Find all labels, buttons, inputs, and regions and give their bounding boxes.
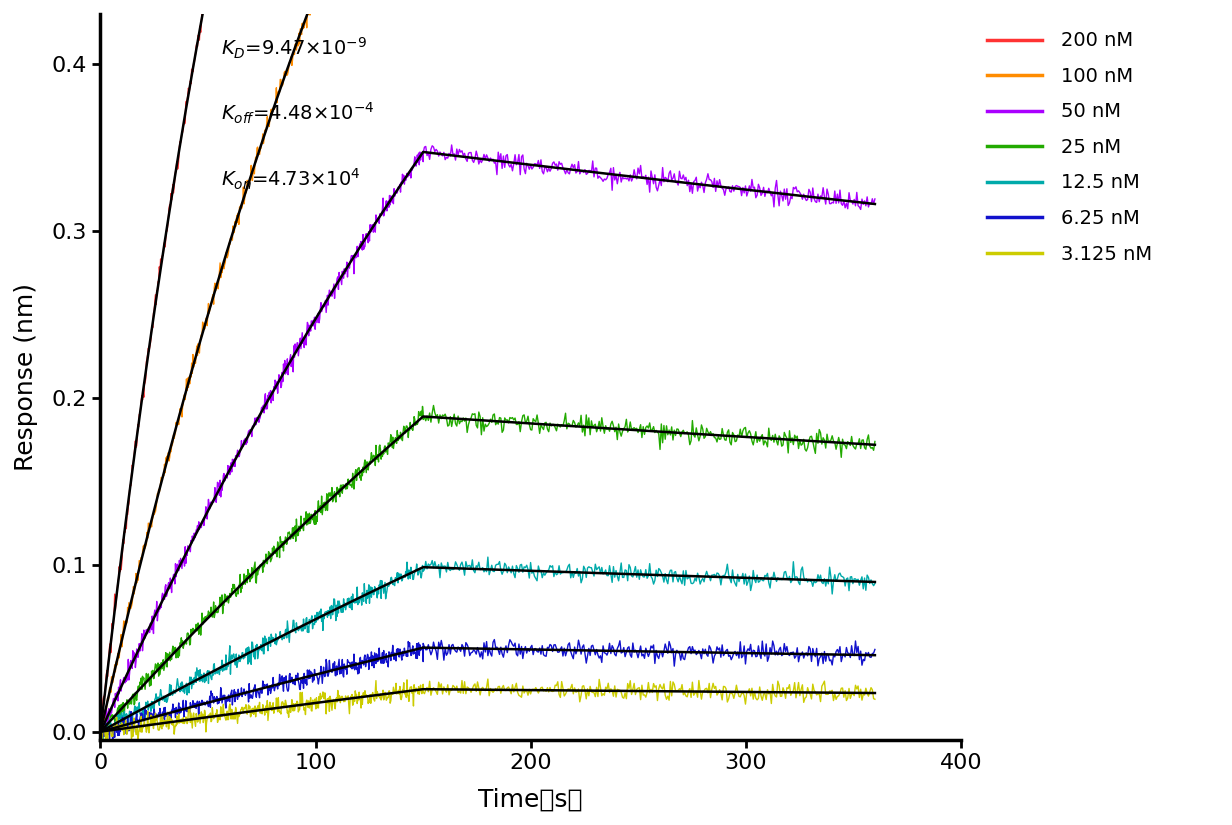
Text: $K_D$=9.47×10$^{-9}$: $K_D$=9.47×10$^{-9}$ bbox=[221, 35, 367, 61]
X-axis label: Time（s）: Time（s） bbox=[478, 787, 583, 811]
Y-axis label: Response (nm): Response (nm) bbox=[14, 283, 38, 471]
Text: $K_{off}$=4.48×10$^{-4}$: $K_{off}$=4.48×10$^{-4}$ bbox=[221, 101, 375, 126]
Legend: 200 nM, 100 nM, 50 nM, 25 nM, 12.5 nM, 6.25 nM, 3.125 nM: 200 nM, 100 nM, 50 nM, 25 nM, 12.5 nM, 6… bbox=[979, 24, 1159, 271]
Text: $K_{on}$=4.73×10$^4$: $K_{on}$=4.73×10$^4$ bbox=[221, 167, 361, 191]
